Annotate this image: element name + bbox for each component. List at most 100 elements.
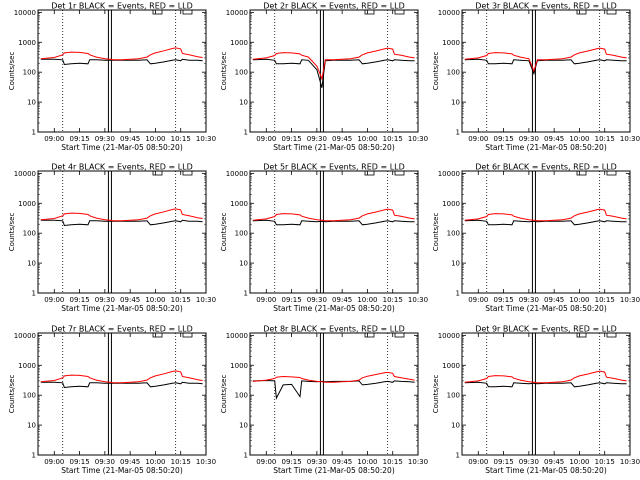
plot-frame: [249, 332, 419, 456]
panel-3: Det 3r BLACK = Events, RED = LLD 1 10 100 10…: [432, 2, 640, 153]
panel-6: Det 6r BLACK = Events, RED = LLD 1 10 100 10…: [432, 163, 640, 314]
y-tick-label: 10000: [438, 9, 460, 17]
panel-8: Det 8r BLACK = Events, RED = LLD 1 10 100 10…: [220, 325, 428, 476]
x-tick-label: 09:45: [332, 296, 352, 304]
lld-line: [40, 370, 203, 384]
legend-marker: [576, 170, 587, 176]
x-tick-label: 09:45: [120, 296, 140, 304]
y-tick-label: 1: [244, 129, 248, 137]
y-tick-label: 1000: [442, 200, 460, 208]
y-tick-label: 10000: [226, 9, 248, 17]
y-axis-label: Counts/sec: [8, 213, 16, 252]
panel-1: Det 1r BLACK = Events, RED = LLD 1 10 100 10…: [8, 2, 216, 153]
plot-frame: [249, 170, 419, 294]
x-tick-label: 09:00: [256, 135, 276, 143]
y-tick-label: 10: [27, 99, 36, 107]
plot-frame: [249, 9, 419, 133]
x-axis-label: Start Time (21-Mar-05 08:50:20): [485, 466, 607, 475]
x-tick-label: 10:15: [171, 296, 191, 304]
x-tick-label: 09:00: [468, 296, 488, 304]
x-tick-label: 10:00: [569, 135, 589, 143]
x-tick-label: 09:00: [44, 135, 64, 143]
legend-marker: [152, 332, 163, 338]
x-axis-label: Start Time (21-Mar-05 08:50:20): [273, 143, 395, 152]
x-axis-label: Start Time (21-Mar-05 08:50:20): [61, 143, 183, 152]
y-tick-label: 1: [456, 452, 460, 460]
events-line: [252, 219, 415, 226]
panel-title: Det 6r BLACK = Events, RED = LLD: [475, 163, 617, 172]
y-tick-label: 100: [235, 392, 248, 400]
y-tick-label: 1000: [442, 362, 460, 370]
x-tick-label: 09:15: [281, 458, 301, 466]
plot-frame: [37, 332, 207, 456]
events-line: [464, 219, 627, 226]
x-tick-label: 09:15: [281, 296, 301, 304]
y-tick-label: 10000: [438, 170, 460, 178]
x-tick-label: 10:30: [620, 135, 640, 143]
x-tick-label: 09:00: [468, 135, 488, 143]
x-tick-label: 10:30: [620, 296, 640, 304]
y-tick-label: 10: [239, 99, 248, 107]
y-tick-label: 1: [244, 290, 248, 298]
y-tick-label: 10000: [226, 170, 248, 178]
y-tick-label: 1000: [18, 39, 36, 47]
y-tick-label: 1000: [230, 362, 248, 370]
plot-frame: [461, 332, 631, 456]
x-tick-label: 09:30: [519, 458, 539, 466]
x-tick-label: 10:00: [145, 458, 165, 466]
lld-line: [252, 371, 415, 383]
lld-line: [252, 47, 415, 81]
y-tick-label: 10000: [14, 170, 36, 178]
plot-frame: [37, 9, 207, 133]
plot-frame: [461, 9, 631, 133]
x-tick-label: 09:00: [256, 296, 276, 304]
x-tick-label: 09:30: [307, 135, 327, 143]
panel-title: Det 7r BLACK = Events, RED = LLD: [51, 325, 193, 334]
y-tick-label: 100: [23, 230, 36, 238]
x-tick-label: 09:15: [69, 296, 89, 304]
legend-marker: [394, 170, 405, 176]
x-tick-label: 10:15: [383, 296, 403, 304]
y-tick-label: 1: [456, 129, 460, 137]
x-tick-label: 09:45: [120, 458, 140, 466]
x-tick-label: 10:00: [357, 135, 377, 143]
panel-title: Det 1r BLACK = Events, RED = LLD: [51, 2, 193, 11]
x-tick-label: 09:30: [307, 296, 327, 304]
panel-title: Det 3r BLACK = Events, RED = LLD: [475, 2, 617, 11]
lld-line: [464, 208, 627, 222]
x-tick-label: 09:30: [95, 135, 115, 143]
panel-title: Det 4r BLACK = Events, RED = LLD: [51, 163, 193, 172]
legend-marker: [364, 9, 375, 15]
y-tick-label: 10: [239, 260, 248, 268]
panel-9: Det 9r BLACK = Events, RED = LLD 1 10 100 10…: [432, 325, 640, 476]
x-tick-label: 09:45: [544, 458, 564, 466]
x-tick-label: 09:15: [493, 296, 513, 304]
panel-title: Det 2r BLACK = Events, RED = LLD: [263, 2, 405, 11]
legend-marker: [576, 332, 587, 338]
x-tick-label: 10:30: [196, 296, 216, 304]
x-tick-label: 10:15: [383, 135, 403, 143]
x-tick-label: 10:30: [196, 135, 216, 143]
x-tick-label: 10:15: [595, 135, 615, 143]
x-axis-label: Start Time (21-Mar-05 08:50:20): [485, 304, 607, 313]
x-axis-label: Start Time (21-Mar-05 08:50:20): [485, 143, 607, 152]
x-tick-label: 09:15: [69, 135, 89, 143]
x-tick-label: 10:00: [569, 458, 589, 466]
legend-marker: [364, 332, 375, 338]
legend-marker: [394, 9, 405, 15]
x-tick-label: 09:30: [95, 296, 115, 304]
x-tick-label: 10:15: [595, 458, 615, 466]
legend-marker: [606, 332, 617, 338]
y-tick-label: 100: [23, 69, 36, 77]
legend-marker: [152, 170, 163, 176]
x-tick-label: 10:30: [408, 296, 428, 304]
events-line: [464, 58, 627, 76]
x-tick-label: 09:45: [332, 458, 352, 466]
legend-marker: [606, 9, 617, 15]
y-tick-label: 10: [451, 260, 460, 268]
legend-marker: [182, 332, 193, 338]
y-tick-label: 100: [447, 69, 460, 77]
x-tick-label: 10:30: [408, 135, 428, 143]
y-tick-label: 1000: [442, 39, 460, 47]
